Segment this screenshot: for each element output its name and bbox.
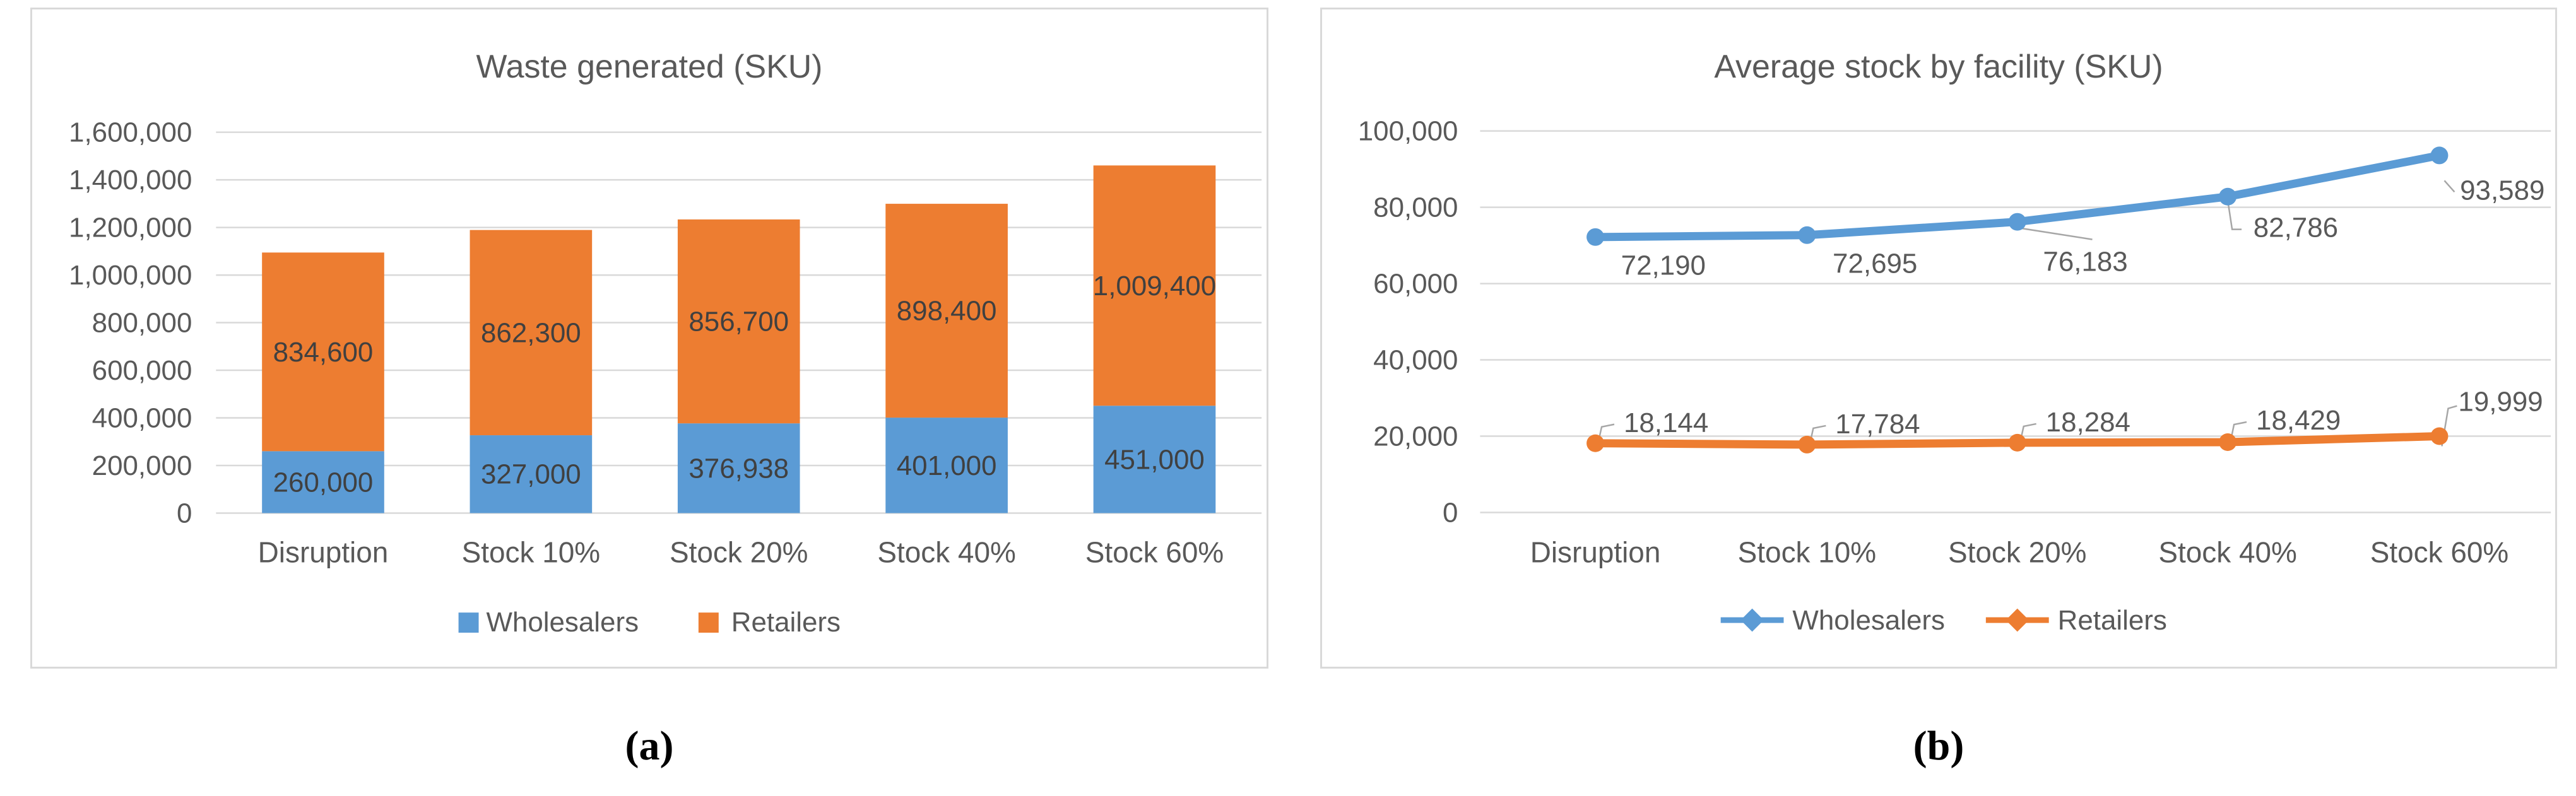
bar-value-label-retailers-1: 862,300 [481, 317, 581, 348]
bar-segment-retailers-1 [470, 230, 593, 436]
legend-label-wholesalers: Wholesalers [486, 607, 639, 638]
x-category-label: Stock 40% [877, 536, 1015, 568]
x-category-label: Stock 60% [2370, 536, 2508, 568]
y-tick-label: 200,000 [92, 450, 192, 481]
bar-value-label-wholesalers-1: 327,000 [481, 459, 581, 490]
leader-line [2443, 180, 2455, 193]
data-label-wholesalers-4: 93,589 [2460, 175, 2544, 206]
marker-wholesalers-2 [2008, 213, 2026, 231]
data-label-wholesalers-3: 82,786 [2254, 213, 2338, 243]
x-category-label: Stock 40% [2158, 536, 2296, 568]
legend-swatch-wholesalers-icon [458, 612, 479, 633]
marker-retailers-0 [1586, 434, 1605, 452]
bar-segment-wholesalers-2 [677, 423, 800, 513]
y-tick-label: 1,200,000 [69, 213, 192, 243]
data-label-retailers-4: 19,999 [2458, 387, 2543, 418]
x-category-label: Stock 60% [1085, 536, 1224, 568]
data-label-retailers-3: 18,429 [2256, 405, 2341, 436]
x-category-label: Stock 10% [1738, 536, 1876, 568]
bar-value-label-wholesalers-4: 451,000 [1104, 444, 1205, 475]
x-category-label: Stock 10% [462, 536, 600, 568]
x-category-label: Disruption [1530, 536, 1661, 568]
marker-retailers-4 [2430, 427, 2449, 445]
line-chart-average-stock: Average stock by facility (SKU) 0 20,000 4… [1358, 48, 2551, 636]
bar-segment-retailers-0 [262, 252, 384, 452]
legend-label-retailers: Retailers [2058, 605, 2167, 636]
y-tick-label: 40,000 [1373, 345, 1458, 376]
data-label-wholesalers-0: 72,190 [1621, 250, 1706, 281]
bar-segment-wholesalers-3 [885, 418, 1008, 513]
y-tick-label: 60,000 [1373, 269, 1458, 300]
stacked-bar-chart-waste-generated: Waste generated (SKU) 0 200,000 400,000 600… [69, 48, 1262, 638]
legend-diamond-wholesalers-icon [1740, 608, 1764, 632]
y-tick-label: 1,400,000 [69, 165, 192, 196]
legend-diamond-retailers-icon [2006, 608, 2029, 632]
y-tick-label: 800,000 [92, 308, 192, 339]
bar-value-label-retailers-3: 898,400 [897, 296, 997, 327]
y-tick-label: 600,000 [92, 355, 192, 386]
y-tick-label: 1,600,000 [69, 117, 192, 148]
caption-a: (a) [625, 723, 674, 769]
marker-retailers-3 [2219, 433, 2237, 451]
x-category-label: Stock 20% [1948, 536, 2086, 568]
bar-segment-wholesalers-1 [470, 435, 593, 513]
y-tick-label: 0 [177, 498, 192, 529]
legend-swatch-retailers-icon [698, 612, 719, 633]
caption-b: (b) [1913, 723, 1964, 769]
leader-line [2226, 200, 2242, 230]
marker-wholesalers-1 [1798, 226, 1816, 244]
x-category-label: Stock 20% [670, 536, 808, 568]
bar-segment-retailers-2 [677, 219, 800, 424]
chart-panel-a: Waste generated (SKU) 0 200,000 400,000 600… [30, 8, 1268, 669]
data-label-retailers-1: 17,784 [1835, 409, 1920, 440]
bar-segment-retailers-4 [1093, 165, 1216, 406]
data-label-wholesalers-1: 72,695 [1833, 249, 1917, 279]
marker-wholesalers-0 [1586, 228, 1605, 246]
data-label-retailers-2: 18,284 [2046, 407, 2130, 438]
bar-segment-wholesalers-0 [262, 451, 384, 513]
marker-retailers-2 [2008, 433, 2026, 452]
bar-value-label-wholesalers-3: 401,000 [897, 450, 997, 481]
data-label-wholesalers-2: 76,183 [2043, 247, 2127, 278]
bar-segment-retailers-3 [885, 204, 1008, 418]
y-tick-label: 20,000 [1373, 421, 1458, 452]
data-label-retailers-0: 18,144 [1624, 407, 1708, 438]
chart-a-title: Waste generated (SKU) [476, 48, 823, 85]
x-category-label: Disruption [258, 536, 389, 568]
marker-wholesalers-3 [2219, 187, 2237, 206]
marker-wholesalers-4 [2430, 146, 2449, 165]
legend-label-wholesalers: Wholesalers [1792, 605, 1945, 636]
marker-retailers-1 [1798, 435, 1816, 454]
bar-value-label-wholesalers-2: 376,938 [688, 453, 789, 484]
bar-segment-wholesalers-4 [1093, 406, 1216, 513]
y-tick-label: 0 [1443, 497, 1458, 528]
y-tick-label: 100,000 [1358, 116, 1458, 147]
bar-value-label-retailers-2: 856,700 [688, 307, 789, 337]
bar-value-label-retailers-0: 834,600 [273, 337, 374, 368]
legend-label-retailers: Retailers [731, 607, 841, 638]
bar-value-label-wholesalers-0: 260,000 [273, 467, 374, 498]
bar-value-label-retailers-4: 1,009,400 [1093, 271, 1216, 301]
chart-b-title: Average stock by facility (SKU) [1714, 48, 2163, 85]
y-tick-label: 80,000 [1373, 192, 1458, 223]
y-tick-label: 1,000,000 [69, 260, 192, 291]
leader-line [2019, 227, 2093, 240]
chart-panel-b: Average stock by facility (SKU) 0 20,000 4… [1320, 8, 2557, 669]
y-tick-label: 400,000 [92, 402, 192, 433]
